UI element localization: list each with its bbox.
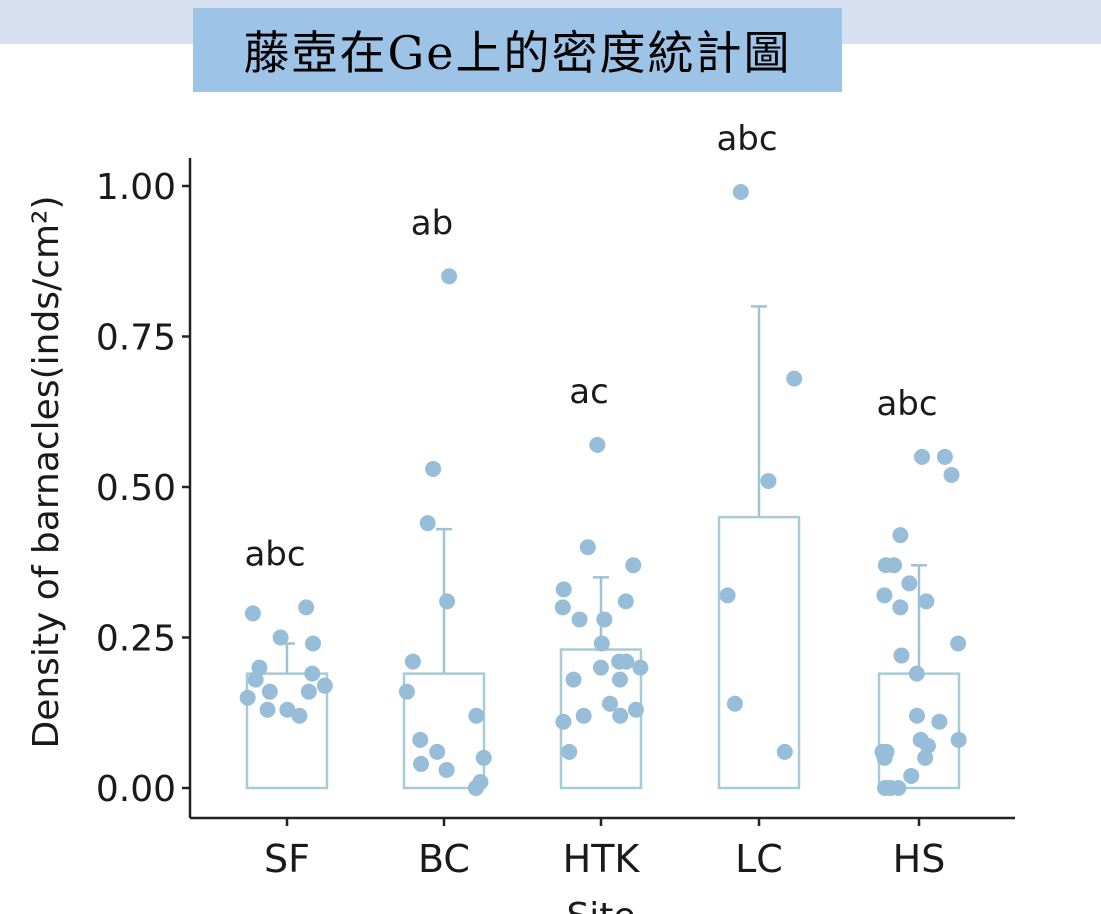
- data-point: [593, 635, 610, 652]
- data-point: [438, 761, 455, 778]
- data-point: [943, 466, 960, 483]
- data-point: [239, 689, 256, 706]
- data-point: [890, 780, 907, 796]
- data-point: [936, 448, 953, 465]
- data-point: [596, 611, 613, 628]
- data-point: [611, 671, 628, 688]
- data-point: [719, 587, 736, 604]
- data-point: [877, 780, 894, 796]
- data-point: [404, 653, 421, 670]
- data-point: [908, 665, 925, 682]
- data-point: [918, 593, 935, 610]
- data-point: [398, 683, 415, 700]
- data-point: [786, 370, 803, 387]
- data-point: [611, 653, 628, 670]
- data-point: [261, 683, 278, 700]
- data-point: [903, 767, 920, 784]
- data-point: [601, 695, 618, 712]
- data-point: [914, 448, 931, 465]
- x-tick-label: LC: [735, 837, 783, 881]
- data-point: [625, 557, 642, 574]
- data-point: [919, 737, 936, 754]
- data-point: [909, 707, 926, 724]
- data-point: [555, 581, 572, 598]
- data-point: [876, 587, 893, 604]
- data-point: [627, 701, 644, 718]
- data-point: [304, 665, 321, 682]
- x-tick-label: HS: [893, 837, 946, 881]
- y-tick-label: 0.00: [96, 769, 176, 810]
- data-point: [950, 635, 967, 652]
- data-point: [413, 755, 430, 772]
- data-point: [575, 707, 592, 724]
- group-letter: ac: [569, 372, 609, 412]
- y-axis-label: Density of barnacles(inds/cm²): [26, 195, 67, 748]
- data-point: [425, 460, 442, 477]
- group-letter: abc: [716, 119, 777, 159]
- data-point: [950, 731, 967, 748]
- data-point: [291, 707, 308, 724]
- group-letter: abc: [244, 534, 305, 574]
- data-point: [305, 635, 322, 652]
- y-tick-label: 0.50: [96, 468, 176, 509]
- bar: [877, 672, 961, 790]
- data-point: [555, 713, 572, 730]
- x-tick-label: BC: [418, 837, 470, 881]
- data-point: [259, 701, 276, 718]
- data-point: [244, 605, 261, 622]
- data-point: [776, 743, 793, 760]
- data-point: [554, 599, 571, 616]
- data-point: [298, 599, 315, 616]
- data-point: [876, 749, 893, 766]
- group-letter: abc: [876, 384, 937, 424]
- data-point: [726, 695, 743, 712]
- data-point: [589, 436, 606, 453]
- data-point: [561, 743, 578, 760]
- data-point: [429, 743, 446, 760]
- data-point: [617, 593, 634, 610]
- x-tick-label: HTK: [563, 837, 641, 881]
- data-point: [316, 677, 333, 694]
- data-point: [279, 701, 296, 718]
- data-point: [419, 515, 436, 532]
- y-tick-label: 1.00: [96, 167, 176, 208]
- data-point: [877, 557, 894, 574]
- data-point: [467, 780, 484, 796]
- slide-title: 藤壺在Ge上的密度統計圖: [193, 8, 842, 92]
- data-point: [592, 659, 609, 676]
- data-point: [251, 659, 268, 676]
- data-point: [300, 683, 317, 700]
- data-point: [612, 707, 629, 724]
- data-point: [272, 629, 289, 646]
- data-point: [931, 713, 948, 730]
- data-point: [892, 527, 909, 544]
- group-letter: ab: [411, 203, 453, 243]
- data-point: [632, 659, 649, 676]
- data-point: [247, 671, 264, 688]
- data-point: [917, 749, 934, 766]
- data-point: [732, 184, 749, 201]
- data-point: [468, 707, 485, 724]
- data-point: [760, 472, 777, 489]
- x-tick-label: SF: [264, 837, 310, 881]
- data-point: [441, 268, 458, 285]
- y-tick-label: 0.75: [96, 318, 176, 359]
- data-point: [439, 593, 456, 610]
- x-axis-label: Site: [566, 896, 635, 914]
- data-point: [571, 611, 588, 628]
- data-point: [475, 749, 492, 766]
- data-point: [579, 539, 596, 556]
- data-point: [565, 671, 582, 688]
- data-point: [892, 599, 909, 616]
- y-tick-label: 0.25: [96, 619, 176, 660]
- data-point: [901, 575, 918, 592]
- data-point: [893, 647, 910, 664]
- plot-area: 0.00 0.25 0.50 0.75 1.00 Density of barnacles…: [26, 119, 1015, 914]
- data-point: [412, 731, 429, 748]
